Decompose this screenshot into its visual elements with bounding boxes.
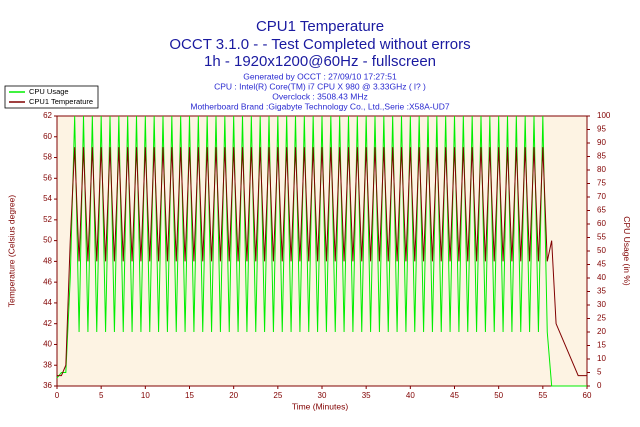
x-tick-label: 5	[99, 391, 104, 400]
y2-axis-label: CPU Usage (in %)	[622, 216, 632, 286]
y-tick-label: 48	[43, 256, 52, 265]
y-tick-label: 54	[43, 194, 52, 203]
y2-tick-label: 15	[597, 341, 606, 350]
y-tick-label: 38	[43, 360, 52, 369]
x-tick-label: 55	[538, 391, 547, 400]
y2-tick-label: 10	[597, 354, 606, 363]
y2-tick-label: 75	[597, 179, 606, 188]
y2-tick-label: 5	[597, 368, 602, 377]
data-line	[57, 147, 587, 377]
x-tick-label: 35	[362, 391, 371, 400]
legend-box	[4, 85, 99, 109]
x-tick-label: 30	[318, 391, 327, 400]
x-tick-label: 45	[450, 391, 459, 400]
y2-tick-label: 50	[597, 246, 606, 255]
legend-label: CPU1 Temperature	[29, 97, 93, 106]
annotation: CPU : Intel(R) Core(TM) i7 CPU X 980 @ 3…	[214, 81, 426, 91]
y2-tick-label: 55	[597, 233, 606, 242]
y2-tick-label: 25	[597, 314, 606, 323]
y-tick-label: 56	[43, 173, 52, 182]
y2-tick-label: 80	[597, 165, 606, 174]
x-tick-label: 20	[229, 391, 238, 400]
y2-tick-label: 85	[597, 152, 606, 161]
y-tick-label: 50	[43, 236, 52, 245]
x-tick-label: 40	[406, 391, 415, 400]
y-tick-label: 44	[43, 298, 52, 307]
y2-tick-label: 20	[597, 327, 606, 336]
y-tick-label: 40	[43, 340, 52, 349]
y-tick-label: 58	[43, 153, 52, 162]
subtitle: OCCT 3.1.0 - - Test Completed without er…	[169, 36, 470, 53]
legend-label: CPU Usage	[29, 87, 69, 96]
x-tick-label: 50	[494, 391, 503, 400]
y2-tick-label: 90	[597, 138, 606, 147]
plot-area	[56, 115, 588, 387]
subtitle: 1h - 1920x1200@60Hz - fullscreen	[204, 53, 436, 70]
y-axis-label: Temperature (Celsius degree)	[6, 195, 16, 308]
y2-tick-label: 40	[597, 273, 606, 282]
x-tick-label: 15	[185, 391, 194, 400]
data-line	[56, 115, 587, 387]
annotation: Motherboard Brand :Gigabyte Technology C…	[190, 101, 450, 111]
y2-tick-label: 100	[597, 111, 611, 120]
y-tick-label: 42	[43, 319, 52, 328]
y2-tick-label: 60	[597, 219, 606, 228]
x-tick-label: 10	[141, 391, 150, 400]
y2-tick-label: 45	[597, 260, 606, 269]
y2-tick-label: 35	[597, 287, 606, 296]
x-axis-label: Time (Minutes)	[292, 401, 349, 411]
y-tick-label: 52	[43, 215, 52, 224]
y-tick-label: 62	[43, 111, 52, 120]
x-tick-label: 25	[273, 391, 282, 400]
x-tick-label: 0	[55, 391, 60, 400]
y2-tick-label: 95	[597, 125, 606, 134]
y2-tick-label: 65	[597, 206, 606, 215]
annotation: Generated by OCCT : 27/09/10 17:27:51	[243, 71, 397, 81]
annotation: Overclock : 3508.43 MHz	[272, 91, 367, 101]
y2-tick-label: 0	[597, 381, 602, 390]
x-tick-label: 60	[583, 391, 592, 400]
y-tick-label: 46	[43, 277, 52, 286]
y2-tick-label: 70	[597, 192, 606, 201]
y-tick-label: 36	[43, 381, 52, 390]
y-tick-label: 60	[43, 132, 52, 141]
y2-tick-label: 30	[597, 300, 606, 309]
chart-title: CPU1 Temperature	[256, 18, 384, 35]
